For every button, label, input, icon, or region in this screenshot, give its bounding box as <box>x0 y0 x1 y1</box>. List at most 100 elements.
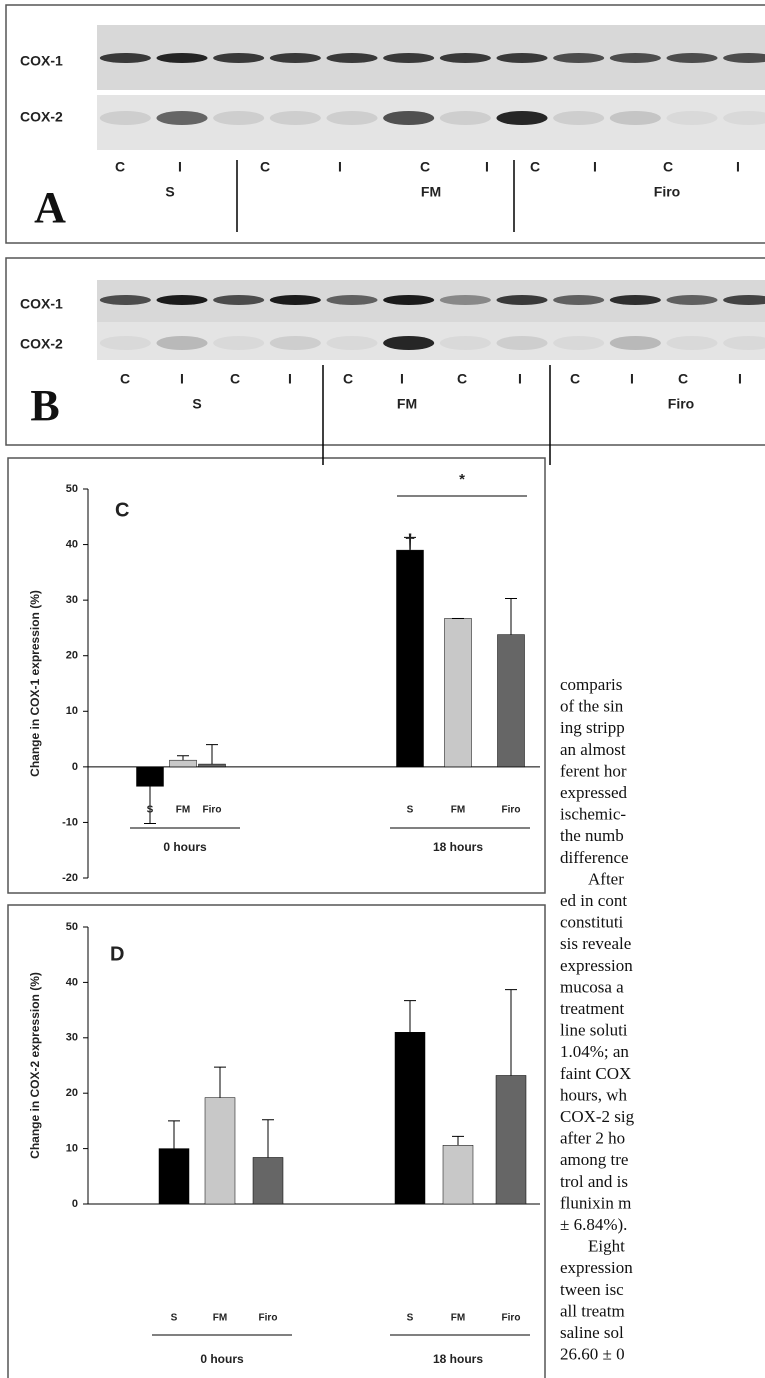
x-tick-label: Firo <box>203 805 222 816</box>
lane-label: I <box>518 371 522 387</box>
panel-label: C <box>115 499 129 521</box>
row-label: COX-2 <box>20 109 63 125</box>
blot-band <box>610 53 661 63</box>
blot-band <box>383 295 434 305</box>
blot-band <box>383 53 434 63</box>
blot-band <box>667 111 718 125</box>
x-tick-label: FM <box>213 1313 227 1324</box>
y-axis-label: Change in COX-1 expression (%) <box>28 590 42 777</box>
lane-label: I <box>180 371 184 387</box>
annotation: † <box>404 531 415 553</box>
lane-label: I <box>400 371 404 387</box>
body-line: COX-2 sig <box>560 1107 635 1126</box>
blot-band <box>553 111 604 125</box>
body-line: mucosa a <box>560 977 624 996</box>
bar <box>253 1157 283 1204</box>
body-line: line soluti <box>560 1021 628 1040</box>
error-bar <box>214 1067 226 1097</box>
group-label: Firo <box>654 184 680 200</box>
row-label: COX-2 <box>20 336 63 352</box>
bar <box>498 635 525 767</box>
body-line: all treatm <box>560 1301 625 1320</box>
y-tick-label: 50 <box>66 483 78 495</box>
blot-band <box>440 336 491 350</box>
x-tick-label: FM <box>176 805 190 816</box>
group-label: S <box>165 184 174 200</box>
y-tick-label: -20 <box>62 872 78 884</box>
lane-label: C <box>457 371 467 387</box>
blot-band <box>497 336 548 350</box>
body-line: 1.04%; an <box>560 1042 629 1061</box>
y-tick-label: 50 <box>66 921 78 933</box>
blot-band <box>157 336 208 350</box>
error-bar <box>452 1136 464 1145</box>
lane-label: C <box>115 159 125 175</box>
group-label: 18 hours <box>433 1352 483 1366</box>
blot-band <box>440 111 491 125</box>
blot-band <box>610 111 661 125</box>
lane-label: I <box>288 371 292 387</box>
lane-label: I <box>593 159 597 175</box>
x-tick-label: S <box>407 1313 414 1324</box>
row-label: COX-1 <box>20 53 63 69</box>
blot-band <box>100 295 151 305</box>
figure: ACOX-1COX-2CICICICICISFMFiroBCOX-1COX-2C… <box>0 0 765 1378</box>
blot-band <box>213 336 264 350</box>
body-line: expression <box>560 956 633 975</box>
blot-band <box>497 53 548 63</box>
lane-label: I <box>738 371 742 387</box>
error-bar <box>505 598 517 634</box>
blot-band <box>667 295 718 305</box>
error-bar <box>505 990 517 1076</box>
blot-band <box>553 336 604 350</box>
lane-label: I <box>736 159 740 175</box>
blot-band <box>100 111 151 125</box>
body-line: comparis <box>560 675 622 694</box>
blot-band <box>553 295 604 305</box>
lane-label: C <box>663 159 673 175</box>
body-line: Eight <box>588 1237 625 1256</box>
body-line: among tre <box>560 1150 628 1169</box>
group-label: 18 hours <box>433 840 483 854</box>
x-tick-label: Firo <box>502 805 521 816</box>
blot-band <box>157 111 208 125</box>
panel-label: A <box>34 183 66 232</box>
x-tick-label: S <box>171 1313 178 1324</box>
blot-band <box>383 336 434 350</box>
error-bar <box>262 1120 274 1158</box>
bar <box>159 1149 189 1204</box>
bar <box>199 764 226 767</box>
blot-band <box>270 53 321 63</box>
y-axis-label: Change in COX-2 expression (%) <box>28 972 42 1159</box>
group-label: 0 hours <box>163 840 207 854</box>
lane-label: I <box>178 159 182 175</box>
body-line: of the sin <box>560 697 624 716</box>
error-bar <box>177 756 189 760</box>
group-label: Firo <box>668 396 694 412</box>
bar <box>395 1032 425 1204</box>
blot-band <box>440 295 491 305</box>
bar <box>397 550 424 767</box>
body-line: the numb <box>560 826 624 845</box>
lane-label: C <box>420 159 430 175</box>
body-line: sis reveale <box>560 934 631 953</box>
blot-band <box>667 336 718 350</box>
blot-band <box>497 111 548 125</box>
blot-band <box>610 336 661 350</box>
lane-label: C <box>343 371 353 387</box>
lane-label: I <box>338 159 342 175</box>
y-tick-label: 30 <box>66 1032 78 1044</box>
group-label: S <box>192 396 201 412</box>
blot-band <box>327 336 378 350</box>
y-tick-label: 40 <box>66 538 78 550</box>
y-tick-label: -10 <box>62 816 78 828</box>
body-line: ferent hor <box>560 761 627 780</box>
body-line: 26.60 ± 0 <box>560 1345 625 1364</box>
body-line: ed in cont <box>560 891 627 910</box>
y-tick-label: 20 <box>66 1087 78 1099</box>
panel-label: B <box>30 381 59 430</box>
y-tick-label: 0 <box>72 1198 78 1210</box>
body-line: constituti <box>560 913 624 932</box>
body-line: saline sol <box>560 1323 624 1342</box>
group-label: 0 hours <box>200 1352 244 1366</box>
